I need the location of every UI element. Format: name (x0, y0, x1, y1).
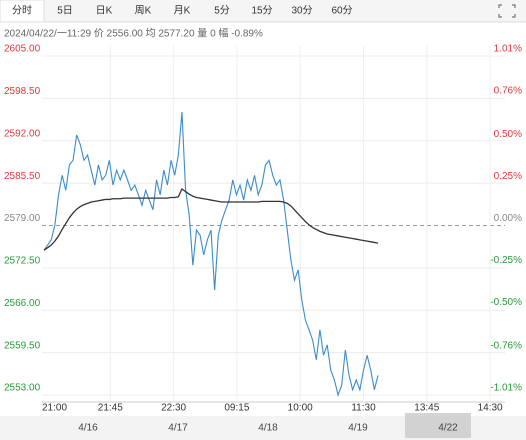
y-tick-label: 2559.50 (4, 340, 41, 351)
y2-tick-label: -1.01% (490, 383, 522, 394)
price-line (43, 112, 379, 397)
y-tick-label: 2553.00 (4, 383, 41, 394)
x-tick-label: 21:45 (98, 403, 123, 414)
navigator-label: 4/17 (168, 423, 188, 434)
y2-tick-label: -0.25% (490, 255, 522, 266)
y2-tick-label: 0.76% (494, 86, 522, 97)
y-tick-label: 2566.00 (4, 298, 41, 309)
y-tick-label: 2585.50 (4, 171, 41, 182)
tab[interactable]: 5日 (57, 6, 73, 17)
y2-tick-label: 0.25% (494, 171, 522, 182)
navigator-window[interactable] (405, 413, 471, 438)
y-tick-label: 2592.00 (4, 128, 41, 139)
tab-bar (0, 0, 526, 22)
info-line: 2024/04/22/一11:29 价 2556.00 均 2577.20 量 … (4, 27, 263, 40)
x-tick-label: 21:00 (42, 403, 67, 414)
y2-tick-label: 1.01% (494, 44, 522, 55)
x-tick-label: 13:45 (414, 403, 439, 414)
y2-tick-label: 0.50% (494, 129, 522, 140)
x-tick-label: 22:30 (161, 403, 186, 414)
tab-active[interactable] (0, 0, 45, 23)
tab[interactable]: 30分 (291, 5, 312, 17)
navigator-label: 4/19 (348, 423, 368, 434)
y-tick-label: 2579.00 (4, 213, 41, 224)
average-line (43, 188, 379, 251)
tab[interactable]: 日K (96, 6, 113, 17)
x-tick-label: 10:00 (288, 403, 313, 414)
expand-icon[interactable] (498, 4, 516, 18)
y-tick-label: 2572.50 (4, 256, 41, 267)
y-tick-label: 2605.00 (4, 44, 41, 55)
navigator-label: 4/16 (78, 423, 98, 434)
tab[interactable]: 分时 (12, 5, 32, 17)
navigator-label: 4/18 (258, 423, 278, 434)
tab[interactable]: 周K (135, 5, 152, 17)
y2-tick-label: -0.76% (490, 341, 522, 352)
tab[interactable]: 月K (174, 5, 191, 17)
y2-tick-label: 0.00% (494, 213, 522, 224)
x-tick-label: 14:30 (478, 403, 503, 414)
x-tick-label: 09:15 (224, 403, 249, 414)
navigator-label: 4/22 (438, 423, 458, 434)
x-tick-label: 11:30 (351, 403, 376, 414)
y2-tick-label: -0.50% (490, 297, 522, 308)
y-tick-label: 2598.50 (4, 86, 41, 97)
tab[interactable]: 15分 (251, 5, 272, 17)
tab[interactable]: 5分 (214, 5, 230, 17)
tab[interactable]: 60分 (331, 5, 352, 17)
